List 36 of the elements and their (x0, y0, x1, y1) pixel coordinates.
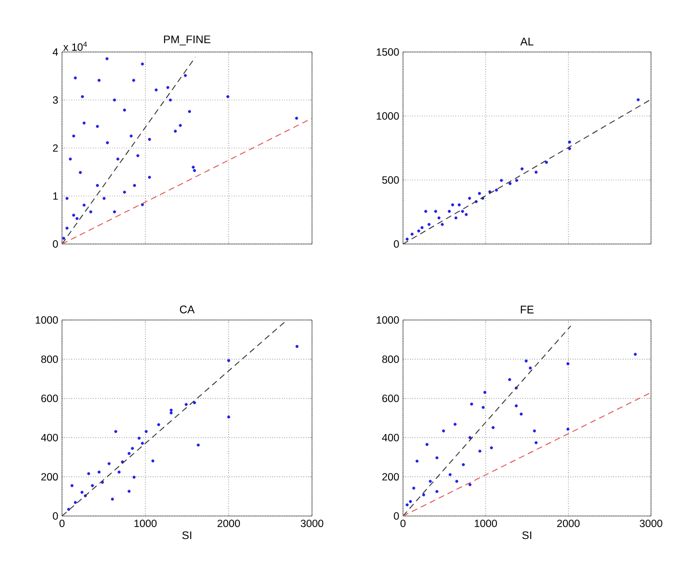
chart-title: CA (180, 306, 195, 314)
x-tick-label: 0 (59, 520, 65, 528)
text: x 10$^{4}$ (63, 42, 87, 51)
y-tick-label: 1000 (36, 316, 58, 324)
y-tick-label: 0 (394, 240, 399, 248)
x-tick-label: 1000 (134, 520, 157, 528)
y-tick-label: 200 (382, 473, 399, 481)
chart-title: FE (520, 306, 534, 314)
y-tick-label: 0 (52, 512, 58, 520)
y-tick-label: 400 (41, 434, 58, 442)
x-tick-label: 2000 (557, 520, 580, 528)
y-tick-label: 2 (53, 144, 58, 152)
y-tick-label: 1 (53, 192, 58, 200)
y-tick-label: 600 (382, 394, 399, 402)
y-tick-label: 1000 (376, 316, 399, 324)
x-axis-title: SI (522, 531, 532, 540)
y-tick-label: 800 (382, 355, 399, 363)
y-tick-label: 0 (394, 512, 399, 520)
y-tick-label: 400 (382, 434, 399, 442)
y-tick-label: 1000 (376, 112, 399, 120)
y-tick-label: 3 (52, 96, 58, 104)
x-tick-label: 3000 (300, 520, 324, 528)
y-tick-label: 500 (382, 176, 399, 184)
y-tick-label: 4 (52, 48, 58, 56)
chart-title: AL (520, 38, 534, 46)
x-axis-title: SI (182, 531, 192, 540)
x-tick-label: 0 (400, 520, 406, 528)
x-tick-label: 2000 (218, 520, 240, 528)
chart-title: PM_FINE (164, 36, 210, 46)
y-tick-label: 800 (41, 355, 58, 363)
x-tick-label: 1000 (474, 520, 497, 528)
x-tick-label: 3000 (640, 520, 662, 528)
y-tick-label: 600 (41, 394, 58, 402)
y-tick-label: 200 (41, 473, 58, 481)
y-tick-label: 0 (52, 240, 58, 248)
y-tick-label: 1500 (376, 48, 399, 56)
